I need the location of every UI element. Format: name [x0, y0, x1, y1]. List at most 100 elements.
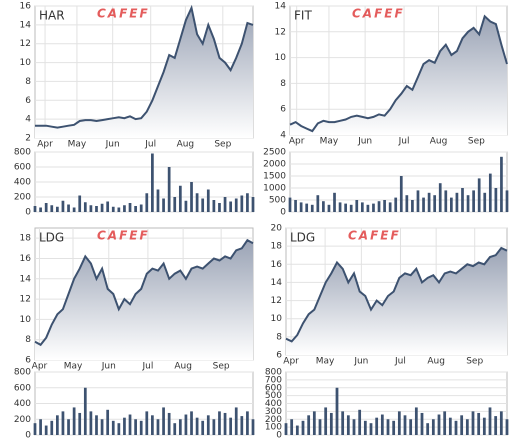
watermark: CAFEF — [348, 229, 401, 243]
volume-bar — [162, 407, 165, 435]
y-tick-label: 18 — [20, 234, 32, 244]
y-tick-label: 8 — [280, 79, 286, 89]
volume-bar — [184, 414, 188, 435]
y-tick-label: 400 — [14, 399, 31, 409]
volume-bar — [288, 197, 292, 212]
volume-bar — [83, 202, 87, 212]
volume-bar — [78, 412, 82, 435]
y-tick-label: 600 — [14, 163, 31, 173]
y-tick-label: 1500 — [263, 172, 286, 182]
y-tick-label: 500 — [269, 196, 286, 206]
volume-bar — [123, 417, 126, 435]
volume-bar — [375, 417, 379, 435]
volume-bar — [422, 197, 425, 212]
volume-bar — [471, 411, 475, 435]
y-tick-label: 400 — [265, 399, 282, 409]
x-tick-label: Sep — [466, 357, 483, 367]
volume-bar — [488, 173, 492, 212]
volume-bar — [251, 419, 255, 435]
volume-bar — [444, 190, 448, 212]
volume-bar — [134, 419, 137, 435]
volume-bar — [218, 411, 221, 435]
volume-bar — [505, 419, 509, 435]
watermark: CAFEF — [97, 229, 150, 243]
volume-bar — [206, 415, 210, 435]
volume-bar — [341, 411, 345, 435]
volume-bar — [366, 204, 370, 212]
y-tick-label: 14 — [20, 274, 32, 284]
x-tick-label: May — [68, 140, 87, 150]
volume-bar — [100, 419, 104, 435]
volume-bar — [61, 200, 65, 212]
volume-bar — [33, 206, 37, 212]
volume-bar — [414, 407, 418, 435]
volume-bar — [39, 419, 42, 435]
volume-bar — [494, 416, 498, 435]
y-tick-label: 2000 — [263, 160, 286, 170]
volume-bar — [499, 411, 503, 435]
volume-bar — [290, 419, 294, 435]
volume-bar — [55, 415, 59, 435]
y-tick-label: 0 — [25, 431, 31, 440]
y-tick-label: 4 — [25, 115, 31, 125]
volume-bar — [240, 416, 244, 435]
y-tick-label: 0 — [25, 208, 31, 218]
volume-bar — [380, 414, 384, 435]
volume-bar — [240, 195, 244, 212]
x-tick-label: Jul — [398, 137, 410, 147]
y-tick-label: 10 — [20, 58, 32, 68]
volume-bar — [483, 192, 487, 212]
y-tick-label: 14 — [275, 2, 287, 12]
volume-bar — [234, 407, 238, 435]
volume-bar — [190, 411, 193, 435]
volume-bar — [318, 419, 322, 435]
volume-bar — [358, 409, 362, 435]
volume-bar — [212, 419, 216, 435]
volume-bar — [173, 197, 177, 212]
price-line — [285, 246, 508, 343]
volume-bar — [284, 423, 288, 435]
volume-bar — [39, 207, 42, 212]
volume-bar — [335, 387, 339, 435]
price-line — [35, 4, 254, 129]
volume-bar — [206, 189, 210, 212]
watermark: CAFEF — [97, 7, 150, 21]
volume-bar — [433, 195, 437, 212]
volume-bar — [89, 205, 93, 212]
y-tick-label: 200 — [265, 415, 282, 425]
x-tick-label: Apr — [289, 137, 305, 147]
y-tick-label: 6 — [280, 105, 286, 115]
volume-bar — [369, 423, 373, 435]
volume-bar — [465, 419, 469, 435]
volume-bar — [151, 415, 154, 435]
volume-bar — [106, 409, 110, 435]
x-tick-label: Apr — [283, 357, 299, 367]
x-tick-label: Aug — [177, 140, 195, 150]
volume-bar — [324, 407, 328, 435]
y-tick-label: 600 — [265, 383, 282, 393]
volume-bar — [427, 192, 431, 212]
volume-bar — [50, 205, 54, 212]
volume-bar — [128, 203, 132, 212]
y-tick-label: 6 — [276, 351, 282, 361]
volume-bar — [505, 190, 509, 212]
volume-bar — [349, 204, 353, 212]
volume-bar — [394, 197, 398, 212]
volume-bar — [411, 200, 414, 212]
y-tick-label: 800 — [265, 368, 282, 378]
x-tick-label: Aug — [427, 357, 445, 367]
volume-bar — [310, 204, 314, 212]
y-tick-label: 14 — [271, 278, 283, 288]
y-tick-label: 800 — [14, 148, 31, 158]
y-tick-label: 10 — [20, 315, 32, 325]
volume-bar — [500, 156, 503, 212]
volume-bar — [111, 206, 115, 212]
y-tick-label: 20 — [271, 224, 283, 234]
volume-bar — [78, 195, 82, 212]
volume-bar — [33, 423, 37, 435]
volume-bar — [234, 198, 238, 212]
volume-bar — [472, 190, 475, 212]
volume-bar — [44, 203, 48, 212]
volume-bar — [322, 201, 325, 212]
volume-bar — [327, 204, 331, 212]
